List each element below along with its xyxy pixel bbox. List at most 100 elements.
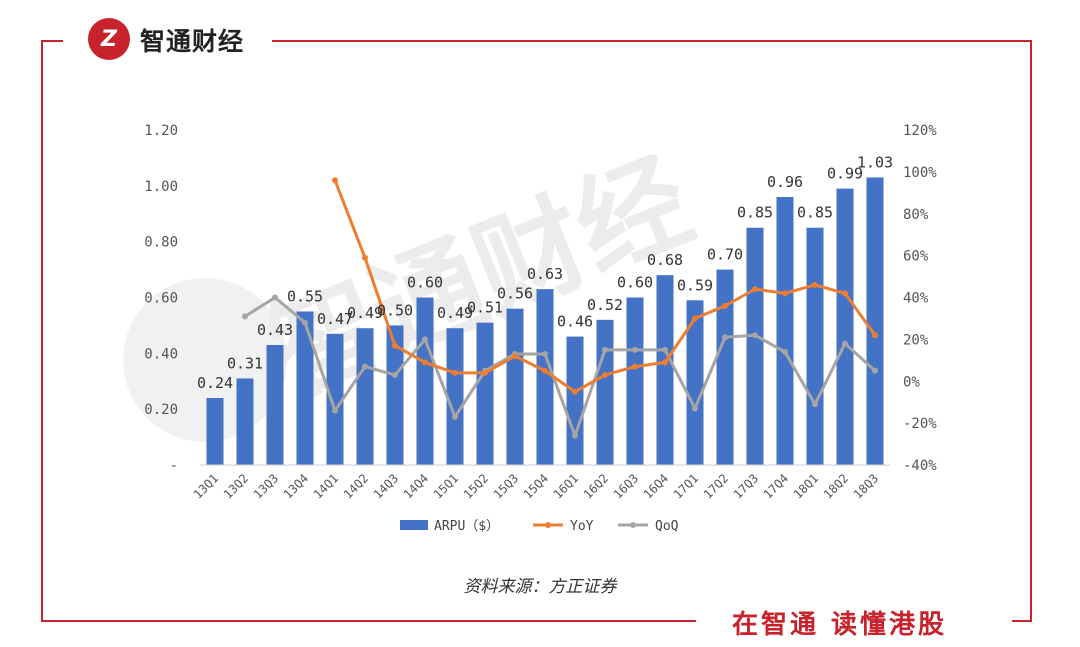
- arpu-bar: [776, 197, 794, 465]
- arpu-data-label: 0.49: [437, 304, 473, 322]
- qoq-point: [542, 351, 548, 358]
- x-axis-tick: 13Q4: [281, 471, 311, 501]
- yoy-point: [752, 286, 758, 293]
- arpu-bar: [746, 227, 764, 465]
- frame-right: [1030, 40, 1032, 620]
- qoq-line: [244, 296, 877, 438]
- frame-left: [41, 40, 43, 620]
- qoq-point: [392, 371, 398, 378]
- x-axis-tick: 15Q4: [521, 471, 551, 501]
- legend-swatch-arpu: [400, 520, 428, 530]
- qoq-point: [812, 401, 818, 408]
- qoq-point: [452, 413, 458, 420]
- x-axis-tick: 14Q3: [371, 471, 401, 501]
- arpu-bar: [536, 289, 554, 465]
- qoq-point: [602, 346, 608, 353]
- yoy-point: [542, 367, 548, 374]
- right-axis-tick: 100%: [903, 165, 937, 181]
- arpu-data-label: 0.47: [317, 310, 353, 328]
- arpu-bar: [356, 328, 374, 465]
- qoq-point: [722, 334, 728, 341]
- frame-bottom-left: [41, 620, 696, 622]
- arpu-data-label: 0.49: [347, 304, 383, 322]
- yoy-point: [662, 359, 668, 366]
- arpu-data-label: 0.99: [827, 165, 863, 183]
- yoy-point: [482, 369, 488, 376]
- yoy-point: [512, 353, 518, 360]
- left-axis-tick: -: [170, 458, 178, 474]
- arpu-data-label: 0.51: [467, 299, 503, 317]
- x-axis-tick: 13Q3: [251, 471, 281, 501]
- qoq-point: [872, 367, 878, 374]
- x-axis-tick: 17Q2: [701, 471, 731, 501]
- right-axis-tick: 120%: [903, 123, 937, 139]
- left-axis-tick: 1.00: [144, 179, 178, 195]
- left-axis-tick: 0.20: [144, 402, 178, 418]
- yoy-point: [362, 254, 368, 261]
- qoq-point: [692, 405, 698, 412]
- qoq-point: [842, 340, 848, 347]
- zhitong-logo-icon: Z: [88, 18, 130, 60]
- arpu-data-label: 0.85: [797, 204, 833, 222]
- x-axis-tick: 18Q1: [791, 471, 821, 501]
- arpu-data-label: 0.55: [287, 287, 323, 305]
- x-axis-tick: 16Q3: [611, 471, 641, 501]
- yoy-point: [632, 363, 638, 370]
- yoy-point: [782, 290, 788, 297]
- x-axis-tick: 13Q2: [221, 471, 251, 501]
- arpu-bar: [656, 275, 674, 465]
- arpu-bar: [866, 177, 884, 466]
- arpu-bar: [686, 300, 704, 465]
- x-axis-tick: 13Q1: [191, 471, 221, 501]
- arpu-bar: [506, 308, 524, 465]
- arpu-data-label: 0.31: [227, 354, 263, 372]
- qoq-point: [302, 319, 308, 326]
- x-axis-tick: 16Q2: [581, 471, 611, 501]
- legend: ARPU（$） YoY QoQ: [400, 519, 679, 534]
- x-axis-tick: 17Q1: [671, 471, 701, 501]
- arpu-bar: [716, 269, 734, 465]
- yoy-point: [392, 342, 398, 349]
- x-axis-tick: 14Q2: [341, 471, 371, 501]
- yoy-point: [452, 369, 458, 376]
- yoy-point: [572, 388, 578, 395]
- yoy-point: [692, 315, 698, 322]
- yoy-point: [602, 371, 608, 378]
- arpu-data-label: 0.50: [377, 301, 413, 319]
- arpu-data-label: 0.52: [587, 296, 623, 314]
- arpu-data-label: 0.60: [407, 274, 443, 292]
- left-axis-tick: 0.60: [144, 291, 178, 307]
- legend-label-qoq: QoQ: [655, 519, 679, 534]
- arpu-bar: [206, 398, 224, 465]
- yoy-point: [842, 290, 848, 297]
- right-axis-tick: 60%: [903, 249, 929, 265]
- data-labels: 0.240.310.430.550.470.490.500.600.490.51…: [197, 153, 893, 392]
- arpu-bar: [266, 344, 284, 465]
- legend-marker-yoy: [545, 522, 551, 528]
- yoy-point: [422, 359, 428, 366]
- arpu-bar: [326, 333, 344, 465]
- legend-marker-qoq: [630, 522, 636, 528]
- legend-label-arpu: ARPU（$）: [434, 519, 499, 534]
- legend-label-yoy: YoY: [570, 519, 594, 534]
- arpu-data-label: 0.46: [557, 313, 593, 331]
- arpu-data-label: 0.70: [707, 246, 743, 264]
- arpu-bar: [836, 188, 854, 465]
- yoy-point: [332, 177, 338, 184]
- left-axis-tick: 0.80: [144, 235, 178, 251]
- frame-top-right: [272, 40, 1030, 42]
- arpu-bar: [416, 297, 434, 465]
- right-axis-tick: 40%: [903, 291, 929, 307]
- qoq-point: [272, 294, 278, 301]
- arpu-bar: [236, 378, 254, 465]
- qoq-point: [572, 432, 578, 439]
- arpu-bar: [806, 227, 824, 465]
- x-axis-tick: 14Q4: [401, 471, 431, 501]
- qoq-point: [752, 332, 758, 339]
- x-axis-tick: 16Q4: [641, 471, 671, 501]
- arpu-bar: [626, 297, 644, 465]
- x-axis-tick: 17Q4: [761, 471, 791, 501]
- qoq-point: [422, 336, 428, 343]
- arpu-bar: [446, 328, 464, 465]
- arpu-data-label: 0.56: [497, 285, 533, 303]
